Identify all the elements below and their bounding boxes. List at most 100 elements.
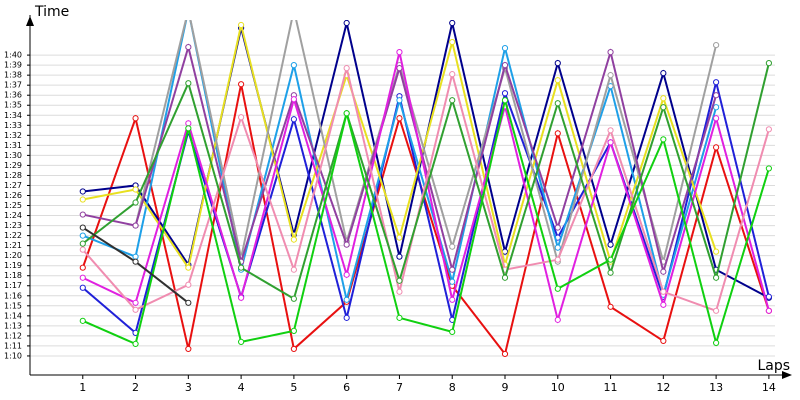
point — [449, 328, 456, 335]
lines — [79, 7, 772, 358]
y-tick-label: 1:18 — [4, 271, 22, 280]
point — [186, 7, 191, 12]
point — [185, 281, 192, 288]
point — [660, 301, 667, 308]
point — [290, 266, 297, 273]
point — [554, 316, 561, 323]
y-tick-label: 1:32 — [4, 131, 22, 140]
y-tick-label: 1:12 — [4, 331, 22, 340]
point — [396, 97, 403, 104]
point — [607, 256, 614, 263]
point — [449, 38, 456, 46]
point — [607, 241, 614, 248]
point — [132, 199, 139, 206]
point — [660, 288, 667, 295]
point — [238, 338, 245, 346]
point — [79, 284, 86, 291]
point — [660, 337, 667, 345]
x-tick-label: 14 — [762, 381, 776, 394]
point — [607, 303, 614, 310]
y-tick-label: 1:36 — [4, 91, 22, 100]
point — [449, 20, 456, 27]
point — [238, 294, 245, 301]
point — [290, 345, 297, 353]
x-tick-label: 5 — [290, 381, 297, 394]
y-tick-label: 1:27 — [4, 181, 22, 190]
x-tick-label: 11 — [604, 381, 618, 394]
point — [713, 92, 720, 99]
x-arrow — [782, 371, 792, 379]
point — [185, 120, 192, 127]
point — [396, 234, 403, 241]
point — [660, 95, 667, 102]
point — [343, 20, 350, 27]
point — [660, 104, 667, 111]
point — [501, 44, 509, 52]
point — [501, 62, 509, 69]
point — [185, 43, 192, 51]
point — [660, 268, 667, 275]
point — [132, 222, 139, 229]
y-tick-label: 1:20 — [4, 251, 22, 260]
point — [713, 339, 720, 347]
y-tick-label: 1:25 — [4, 201, 22, 210]
point — [765, 307, 772, 314]
point — [765, 165, 772, 172]
point — [186, 7, 191, 12]
point — [765, 126, 772, 133]
x-tick-label: 10 — [551, 381, 565, 394]
point — [396, 115, 403, 122]
point — [660, 70, 667, 77]
point — [713, 79, 720, 86]
point — [290, 96, 297, 103]
point — [765, 293, 772, 300]
point — [449, 278, 456, 285]
point — [238, 264, 245, 271]
x-tick-label: 9 — [502, 381, 509, 394]
y-tick-label: 1:26 — [4, 191, 22, 200]
point — [132, 299, 139, 306]
y-tick-label: 1:15 — [4, 301, 22, 310]
x-tick-label: 3 — [185, 381, 192, 394]
y-tick-label: 1:33 — [4, 121, 22, 130]
y-tick-label: 1:10 — [4, 351, 22, 360]
point — [501, 90, 509, 97]
series-line — [82, 81, 770, 335]
point — [396, 253, 403, 260]
point — [713, 248, 720, 255]
y-tick-label: 1:37 — [4, 81, 22, 90]
y-tick-label: 1:13 — [4, 321, 22, 330]
point — [501, 97, 509, 104]
point — [554, 224, 561, 231]
point — [554, 60, 561, 67]
y-axis-label: Time — [34, 4, 69, 20]
y-tick-label: 1:14 — [4, 311, 22, 320]
point — [290, 295, 297, 302]
point — [713, 144, 720, 151]
y-tick-label: 1:31 — [4, 141, 22, 150]
y-tick-label: 1:35 — [4, 101, 22, 110]
point — [79, 274, 86, 281]
point — [343, 65, 350, 72]
x-tick-label: 1 — [79, 381, 86, 394]
y-tick-label: 1:16 — [4, 291, 22, 300]
point — [290, 116, 297, 123]
point — [607, 269, 614, 276]
series-line — [82, 226, 189, 304]
point — [765, 60, 772, 67]
point — [185, 80, 192, 87]
point — [501, 350, 509, 358]
point — [238, 114, 245, 121]
point — [79, 246, 86, 253]
point — [449, 243, 456, 250]
y-tick-label: 1:34 — [4, 111, 22, 120]
point — [396, 48, 403, 56]
y-tick-label: 1:23 — [4, 221, 22, 230]
point — [185, 264, 192, 271]
point — [607, 127, 614, 134]
point — [343, 271, 350, 278]
point — [132, 306, 139, 313]
y-tick-label: 1:11 — [4, 341, 22, 350]
point — [132, 186, 139, 193]
